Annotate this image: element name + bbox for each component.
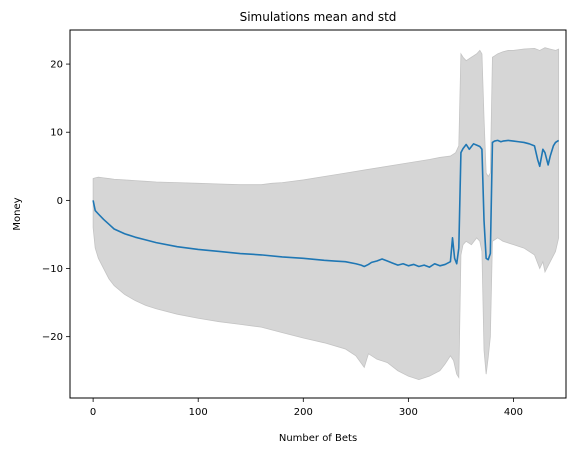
y-tick-label: −10: [42, 264, 63, 275]
chart-title: Simulations mean and std: [240, 10, 397, 24]
y-tick-label: 20: [50, 60, 63, 71]
y-tick-label: −20: [42, 332, 63, 343]
x-ticks: 0 100 200 300 400: [90, 398, 523, 418]
mean-line: [92, 139, 560, 268]
x-tick-label: 100: [189, 407, 208, 418]
std-band: [92, 47, 560, 381]
plot-frame: [69, 29, 567, 399]
x-axis-label: Number of Bets: [279, 433, 357, 444]
y-ticks: −20 −10 0 10 20: [42, 60, 70, 343]
x-tick-label: 0: [90, 407, 96, 418]
x-tick-label: 200: [294, 407, 313, 418]
y-tick-label: 10: [50, 128, 63, 139]
y-axis-label: Money: [12, 197, 23, 230]
y-tick-label: 0: [57, 196, 63, 207]
x-tick-label: 400: [504, 407, 523, 418]
x-tick-label: 300: [399, 407, 418, 418]
plot-layer: [92, 47, 560, 381]
